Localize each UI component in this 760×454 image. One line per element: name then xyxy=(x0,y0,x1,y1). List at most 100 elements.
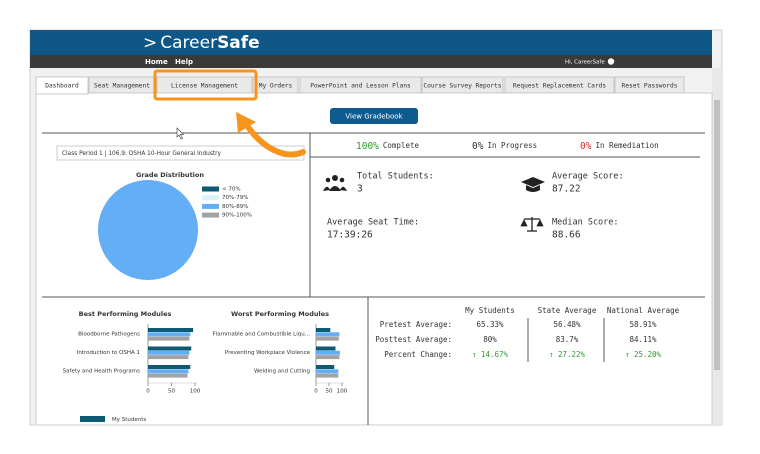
stat-label: Average Seat Time: xyxy=(327,218,419,228)
button-label[interactable]: View Gradebook xyxy=(345,113,403,121)
tab[interactable] xyxy=(299,76,422,94)
pie-chart: < 70% 70%-79% 80%-89% 90%-100% xyxy=(98,180,252,280)
tab-label[interactable]: Dashboard xyxy=(45,83,79,90)
scroll-thumb[interactable] xyxy=(714,100,720,370)
tick-label: 100 xyxy=(337,389,348,395)
bar xyxy=(148,336,190,341)
tab[interactable] xyxy=(156,76,253,94)
status-row: 100% Complete 0% In Progress 0% In Remediatio… xyxy=(356,141,659,152)
legend-swatch xyxy=(202,203,219,209)
column-header: National Average xyxy=(607,306,680,315)
tab[interactable] xyxy=(252,76,299,94)
worst-modules-chart: Worst Performing Modules 0 50 100 Flammable … xyxy=(213,310,348,395)
cell: 83.7% xyxy=(556,335,579,344)
icon-cap xyxy=(521,177,545,192)
status-value: 0% xyxy=(580,141,592,152)
status: 0% In Remediation xyxy=(580,141,659,152)
category-label: Introduction to OSHA 1 xyxy=(77,350,140,356)
column-header: My Students xyxy=(465,306,515,315)
icon-students xyxy=(323,175,347,191)
logo-bold: Safe xyxy=(217,33,260,53)
bar xyxy=(316,336,339,341)
cell: 58.91% xyxy=(629,320,657,329)
bar xyxy=(316,346,336,351)
stat-value: 87.22 xyxy=(552,184,581,195)
class-period[interactable]: Class Period 1 | 106.9: OSHA 10-Hour Gen… xyxy=(62,151,222,157)
nav-bar xyxy=(30,55,712,68)
bar xyxy=(148,365,191,369)
stat-label: Average Score: xyxy=(552,172,624,182)
bar xyxy=(316,355,340,360)
bar xyxy=(316,328,331,332)
legend-label: 70%-79% xyxy=(222,195,248,201)
cell: 56.48% xyxy=(553,320,581,329)
tab-label[interactable]: Reset Passwords xyxy=(622,83,678,90)
status-value: 100% xyxy=(356,141,379,152)
category-label: Flammable and Combustible Liqu... xyxy=(213,332,311,338)
bar xyxy=(316,365,335,369)
tab[interactable] xyxy=(614,76,685,94)
arrow-head xyxy=(236,112,256,133)
gradebook-button[interactable] xyxy=(330,108,418,124)
tick-label: 50 xyxy=(326,389,333,395)
cell: ↑ 27.22% xyxy=(549,350,586,359)
row-label: Percent Change: xyxy=(384,350,452,359)
category-label: Preventing Workplace Violence xyxy=(225,350,311,356)
chart-title: Best Performing Modules xyxy=(79,310,172,318)
tab[interactable] xyxy=(35,76,89,95)
cell: ↑ 14.67% xyxy=(472,350,509,359)
best-modules-chart: Best Performing Modules 0 50 100 Bloodborne … xyxy=(63,310,201,423)
stats: Total Students: 3 Average Score: 87.22 Avera… xyxy=(327,172,624,241)
chart-title: Worst Performing Modules xyxy=(231,310,329,318)
status: 0% In Progress xyxy=(472,141,537,152)
tick-label: 100 xyxy=(190,389,201,395)
bar xyxy=(148,350,190,355)
user-icon[interactable] xyxy=(607,58,615,65)
tab-row: Dashboard Seat Management License Manageme… xyxy=(35,76,685,95)
bar xyxy=(316,350,340,355)
tab-label[interactable]: My Orders xyxy=(259,83,293,90)
bar xyxy=(148,332,191,337)
status: 100% Complete xyxy=(356,141,419,152)
logo-prefix: > xyxy=(143,33,157,53)
tick-label: 0 xyxy=(314,389,318,395)
tab[interactable] xyxy=(421,76,504,94)
category-label: Safety and Health Programs xyxy=(63,369,140,375)
tab-label[interactable]: License Management xyxy=(171,83,238,90)
status-value: 0% xyxy=(472,141,484,152)
bar xyxy=(316,373,339,378)
column-header: State Average xyxy=(538,306,597,315)
stat-value: 3 xyxy=(357,184,363,195)
tab-label[interactable]: Seat Management xyxy=(94,83,150,90)
category-label: Welding and Cutting xyxy=(254,369,310,375)
category-label: Bloodborne Pathogens xyxy=(78,332,140,338)
stat-label: Median Score: xyxy=(552,218,619,228)
nav-link[interactable]: Home xyxy=(145,58,168,66)
cell: 80% xyxy=(483,335,497,344)
tick-label: 50 xyxy=(168,389,175,395)
bar xyxy=(316,332,340,337)
bar xyxy=(148,328,194,332)
nav-link[interactable]: Help xyxy=(175,58,193,66)
tab-label[interactable]: PowerPoint and Lesson Plans xyxy=(310,83,411,90)
tab[interactable] xyxy=(504,76,615,94)
status-label: Complete xyxy=(383,141,420,150)
tab-label[interactable]: Course Survey Reports xyxy=(423,83,502,90)
status-label: In Remediation xyxy=(595,141,658,150)
pointer-arrow xyxy=(243,121,306,158)
cell: 84.11% xyxy=(629,335,657,344)
tab-label[interactable]: Request Replacement Cards xyxy=(513,83,606,90)
status-label: In Progress xyxy=(487,141,537,150)
legend-swatch xyxy=(202,186,219,192)
comparison-table: My Students State Average National Average… xyxy=(375,306,680,362)
logo-text: Career xyxy=(160,33,217,53)
row-label: Posttest Average: xyxy=(375,335,452,344)
cursor xyxy=(176,127,185,140)
legend-label: 80%-89% xyxy=(222,204,248,210)
header-bar xyxy=(30,30,712,55)
legend-label: < 70% xyxy=(222,187,241,193)
bar xyxy=(316,369,339,374)
legend-swatch xyxy=(202,195,219,201)
logo[interactable]: > CareerSafe xyxy=(143,33,260,53)
